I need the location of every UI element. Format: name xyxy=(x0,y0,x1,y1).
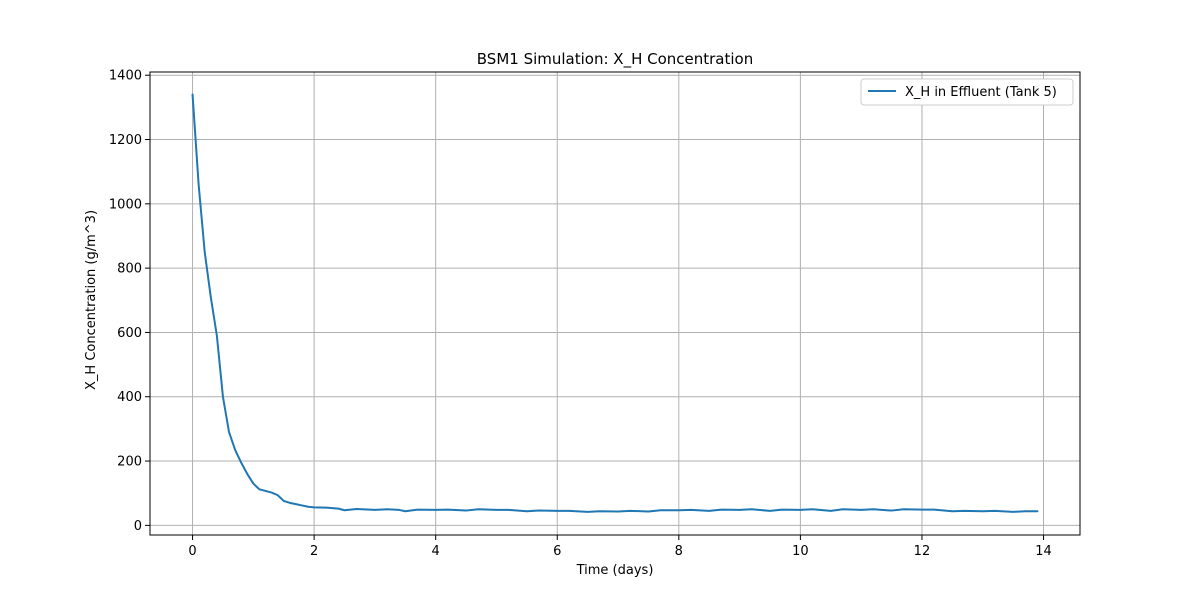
series-layer xyxy=(191,93,1039,513)
tick-layer: 0 2 4 6 8 10 12 14 0 200 400 600 800 1000 1200 1400 xyxy=(109,69,1052,559)
x-tick-label: 0 xyxy=(188,544,196,559)
x-tick-label: 4 xyxy=(432,544,440,559)
y-tick-label: 0 xyxy=(134,519,142,534)
y-tick-label: 1200 xyxy=(109,133,142,148)
x-tick-label: 12 xyxy=(914,544,931,559)
x-tick-label: 14 xyxy=(1035,544,1052,559)
y-tick-label: 600 xyxy=(117,326,142,341)
chart-title: BSM1 Simulation: X_H Concentration xyxy=(477,50,753,69)
y-tick-label: 1400 xyxy=(109,69,142,84)
y-tick-label: 400 xyxy=(117,390,142,405)
legend-entry-label: X_H in Effluent (Tank 5) xyxy=(905,85,1057,100)
grid-layer xyxy=(150,72,1080,535)
y-tick-label: 1000 xyxy=(109,197,142,212)
y-tick-label: 200 xyxy=(117,455,142,470)
x-tick-label: 2 xyxy=(310,544,318,559)
y-axis-label: X_H Concentration (g/m^3) xyxy=(84,210,99,390)
legend: X_H in Effluent (Tank 5) xyxy=(860,78,1074,106)
plot-frame xyxy=(149,71,1081,536)
x-axis-label: Time (days) xyxy=(576,563,654,578)
x-tick-label: 10 xyxy=(792,544,809,559)
x-tick-label: 8 xyxy=(675,544,683,559)
x-tick-label: 6 xyxy=(553,544,561,559)
y-tick-label: 800 xyxy=(117,262,142,277)
series-line-0 xyxy=(191,93,1039,513)
legend-box xyxy=(860,78,1074,106)
